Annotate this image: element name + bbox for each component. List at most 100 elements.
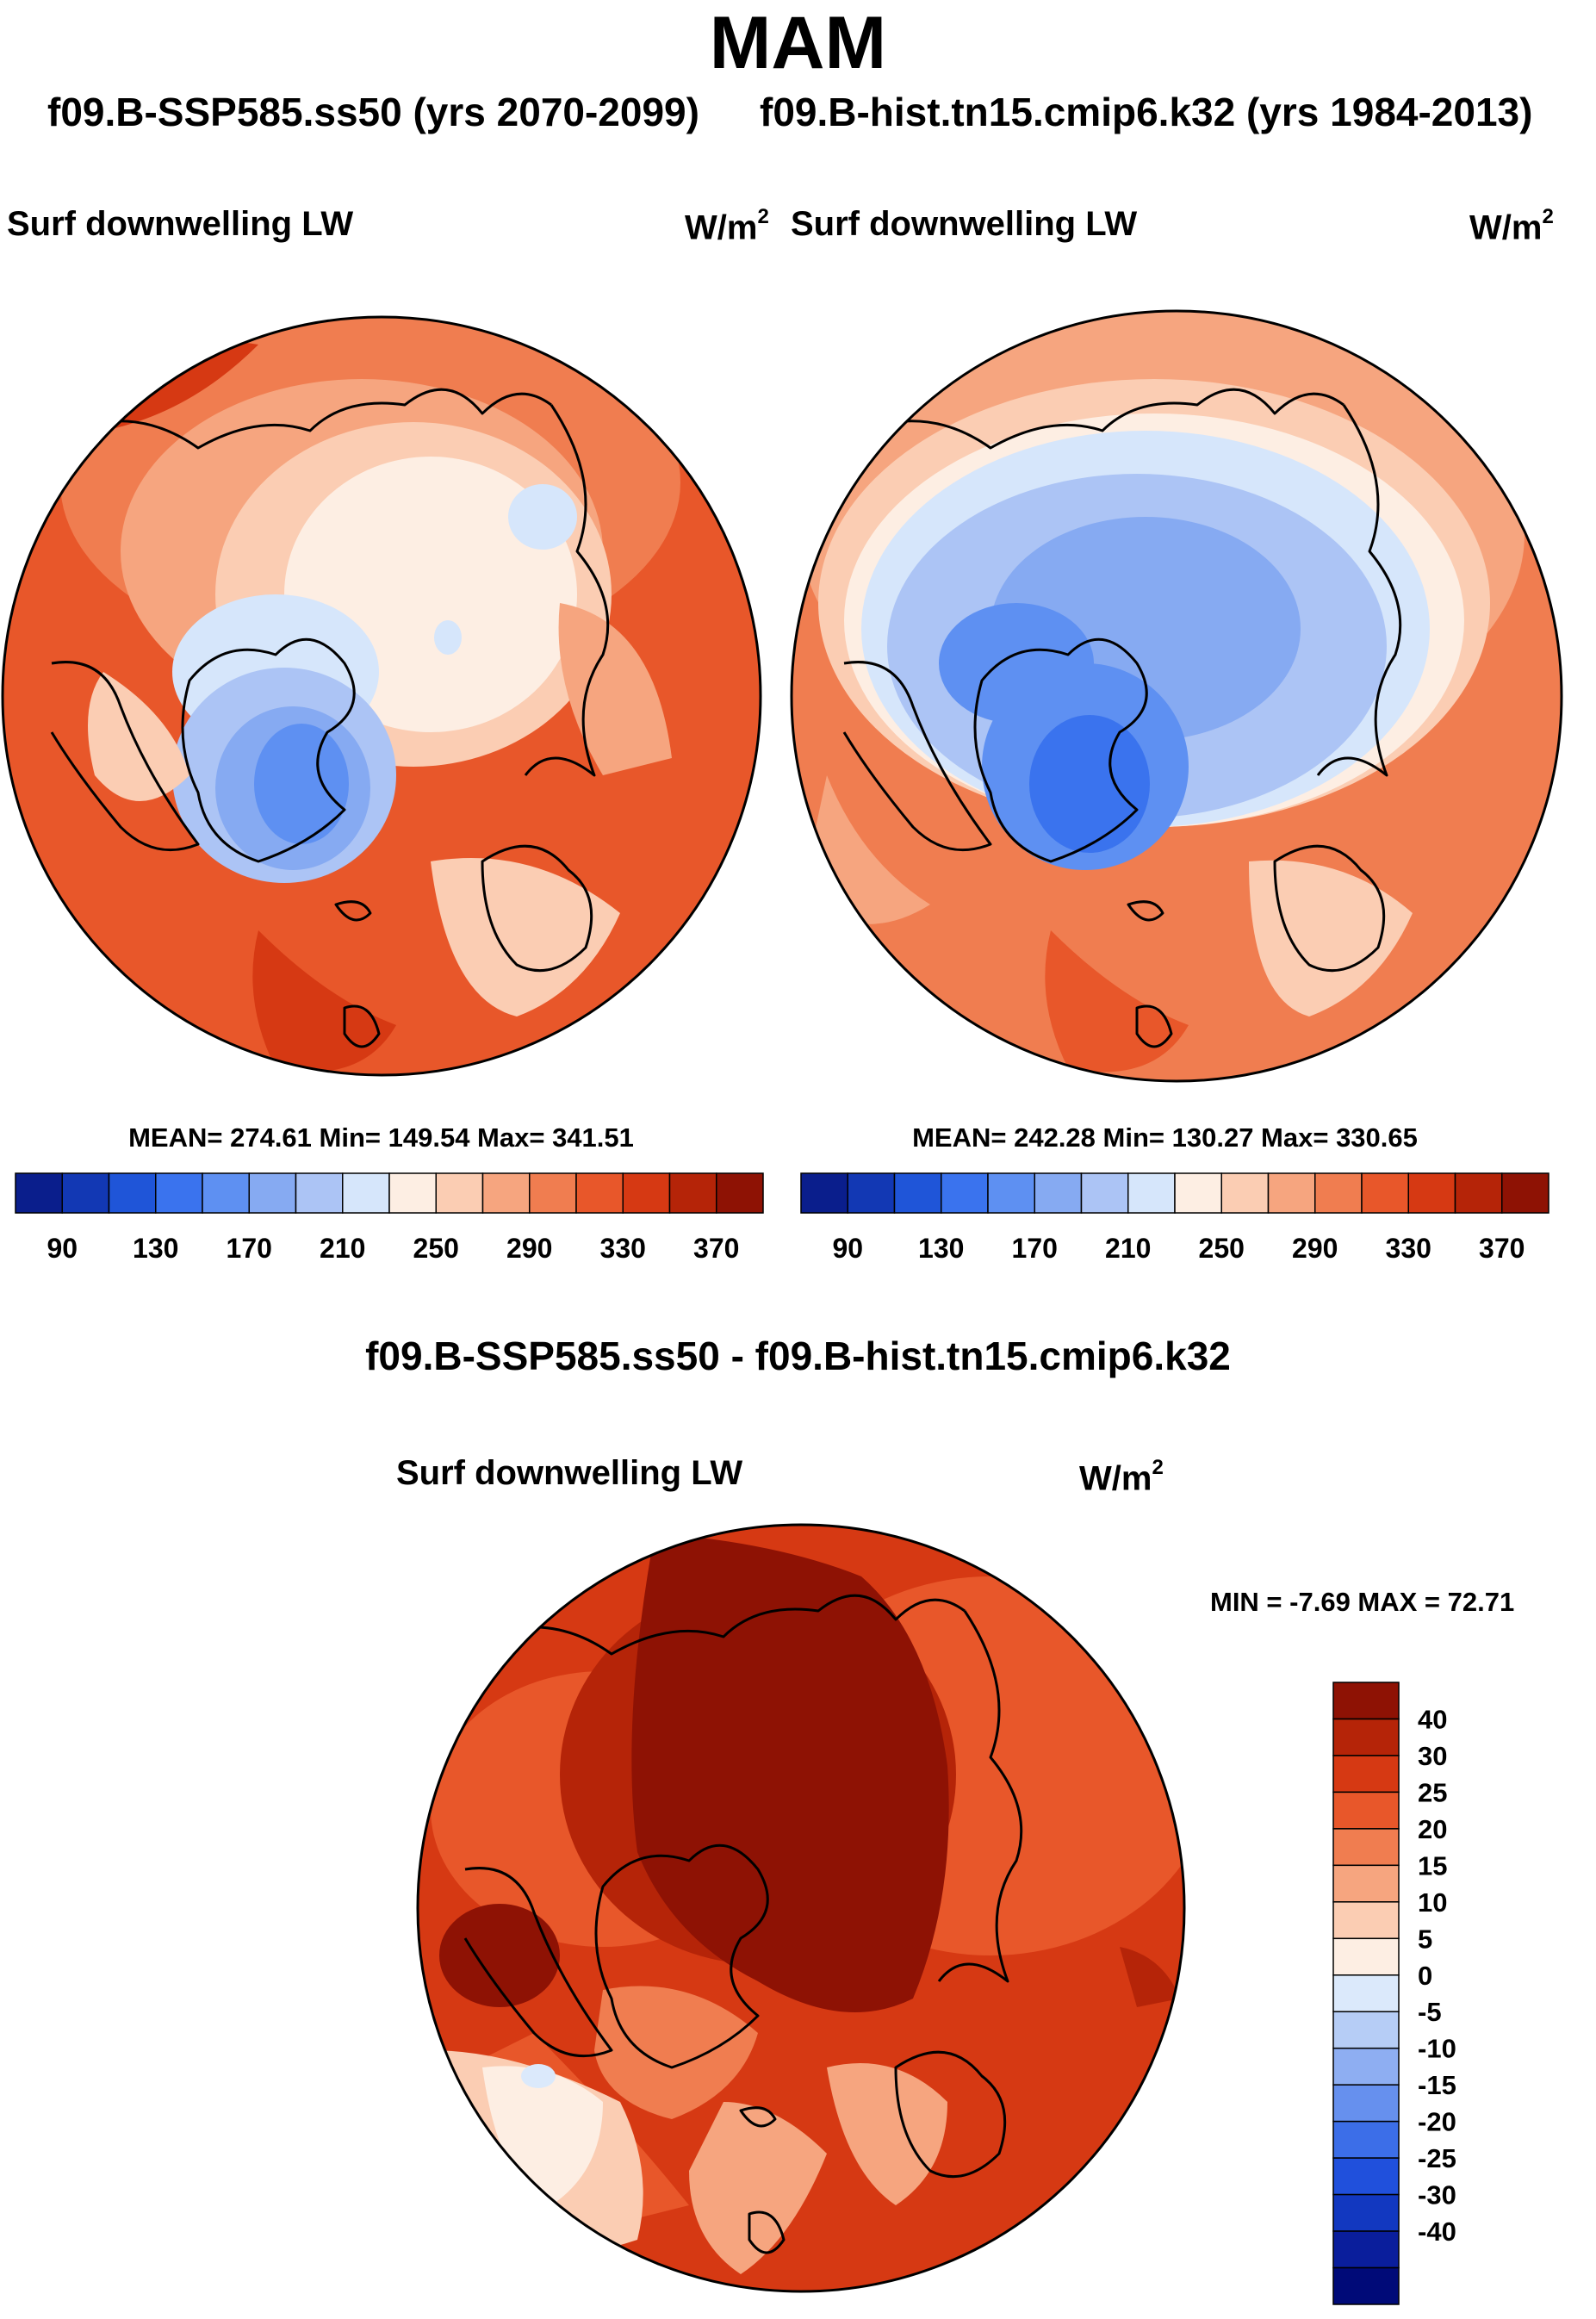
colorbar-right-tick-label: 170 [1012,1233,1058,1264]
colorbar-left-tick-label: 290 [506,1233,552,1264]
colorbar-right-swatch [987,1172,1035,1214]
colorbar-difference: 40 30 25 20 15 10 5 0 -5 -10 -15 -20 -25 -30 -40 [1332,1682,1456,2305]
colorbar-difference-swatch [1332,1791,1400,1830]
colorbar-right-tick-label: 290 [1292,1233,1338,1264]
diff-min-max: MIN = -7.69 MAX = 72.71 [1210,1587,1515,1617]
colorbar-difference-tick-label: 0 [1418,1961,1432,1991]
colorbar-right-tick-label: 370 [1479,1233,1525,1264]
colorbar-right-swatch [1314,1172,1363,1214]
colorbar-left-tick-label: 370 [693,1233,739,1264]
colorbar-right-swatch [1407,1172,1456,1214]
colorbar-right-swatch [1174,1172,1222,1214]
colorbar-difference-tick-label: -5 [1418,1997,1442,2027]
colorbar-right-tick-label: 250 [1199,1233,1245,1264]
colorbar-difference-tick-label: 10 [1418,1887,1447,1918]
colorbar-right-swatch [1454,1172,1503,1214]
colorbar-difference-tick-label: 15 [1418,1850,1447,1881]
colorbar-left-swatch [575,1172,624,1214]
colorbar-right-swatch [1127,1172,1176,1214]
colorbar-left-swatch [15,1172,63,1214]
colorbar-left-swatch [108,1172,157,1214]
colorbar-left-swatch [388,1172,437,1214]
colorbar-left-swatch [529,1172,577,1214]
subtitle-right: f09.B-hist.tn15.cmip6.k32 (yrs 1984-2013… [760,90,1533,134]
colorbar-left-tick-label: 210 [320,1233,365,1264]
colorbar-difference-swatch [1332,1937,1400,1976]
colorbar-difference-tick-label: -10 [1418,2034,1456,2064]
colorbar-left-swatch [435,1172,484,1214]
colorbar-difference-tick-label: -25 [1418,2143,1456,2173]
colorbar-difference-swatch [1332,1828,1400,1867]
colorbar-difference-tick-label: 20 [1418,1814,1447,1844]
colorbar-left-tick-label: 130 [133,1233,178,1264]
colorbar-difference-swatch [1332,1901,1400,1940]
left-units: W/m2 [685,205,769,247]
colorbar-right-swatch [847,1172,896,1214]
map-right-border [790,309,1563,1083]
colorbar-right-swatch [1267,1172,1316,1214]
colorbar-difference-swatch [1332,1974,1400,2012]
colorbar-difference-swatch [1332,2157,1400,2196]
main-title: MAM [709,2,887,84]
colorbar-right: 90 130 170 210 250 290 330 370 [800,1172,1549,1264]
colorbar-difference-tick-label: -40 [1418,2216,1456,2247]
colorbar-right-tick-label: 210 [1105,1233,1151,1264]
colorbar-right-swatch [1034,1172,1083,1214]
colorbar-difference-swatch [1332,2193,1400,2232]
colorbar-difference-swatch [1332,2266,1400,2305]
colorbar-left-swatch [155,1172,203,1214]
colorbar-difference-tick-label: -30 [1418,2180,1456,2210]
colorbar-left-swatch [248,1172,297,1214]
colorbar-difference-swatch [1332,2230,1400,2269]
colorbar-left-tick-label: 250 [413,1233,459,1264]
colorbar-right-tick-label: 90 [832,1233,863,1264]
colorbar-right-swatch [893,1172,942,1214]
colorbar-difference-swatch [1332,2011,1400,2049]
colorbar-difference-tick-label: 5 [1418,1924,1432,1954]
colorbar-left-swatch [61,1172,110,1214]
map-difference-coastlines [463,1594,1023,2254]
difference-title: f09.B-SSP585.ss50 - f09.B-hist.tn15.cmip… [365,1334,1231,1378]
colorbar-left-swatch [342,1172,390,1214]
colorbar-difference-swatch [1332,1718,1400,1756]
colorbar-difference-swatch [1332,1864,1400,1903]
subtitle-left: f09.B-SSP585.ss50 (yrs 2070-2099) [47,90,699,134]
colorbar-difference-swatch [1332,2084,1400,2123]
colorbar-left-swatch [481,1172,531,1214]
colorbar-difference-tick-label: -15 [1418,2070,1456,2100]
map-difference [418,1525,1184,2291]
colorbar-right-swatch [1220,1172,1270,1214]
colorbar-right-swatch [1501,1172,1549,1214]
colorbar-difference-tick-label: 40 [1418,1704,1447,1734]
colorbar-difference-swatch [1332,2120,1400,2159]
colorbar-difference-tick-label: -20 [1418,2107,1456,2137]
map-right-historical [792,311,1562,1081]
colorbar-right-tick-label: 130 [918,1233,964,1264]
colorbar-left-swatch [716,1172,764,1214]
colorbar-right-swatch [941,1172,989,1214]
colorbar-right-swatch [1361,1172,1409,1214]
colorbar-difference-swatch [1332,2047,1400,2086]
right-stats: MEAN= 242.28 Min= 130.27 Max= 330.65 [912,1122,1418,1153]
colorbar-right-tick-label: 330 [1386,1233,1431,1264]
right-field-label: Surf downwelling LW [791,205,1138,243]
colorbar-difference-tick-label: 30 [1418,1741,1447,1771]
left-field-label: Surf downwelling LW [7,205,354,243]
colorbar-left-swatch [668,1172,717,1214]
colorbar-left-tick-label: 330 [600,1233,646,1264]
colorbar-left-swatch [295,1172,344,1214]
colorbar-right-swatch [800,1172,848,1214]
colorbar-left-swatch [202,1172,250,1214]
colorbar-difference-tick-label: 25 [1418,1777,1447,1807]
colorbar-left-tick-label: 90 [47,1233,78,1264]
map-left-border [1,315,762,1077]
diff-units: W/m2 [1079,1456,1164,1498]
diff-field-label: Surf downwelling LW [396,1454,743,1492]
map-right-coastlines [842,388,1402,1048]
colorbar-left-tick-label: 170 [227,1233,272,1264]
map-left-future [3,317,761,1075]
map-difference-border [416,1523,1186,2293]
colorbar-right-swatch [1080,1172,1129,1214]
colorbar-left-swatch [622,1172,671,1214]
